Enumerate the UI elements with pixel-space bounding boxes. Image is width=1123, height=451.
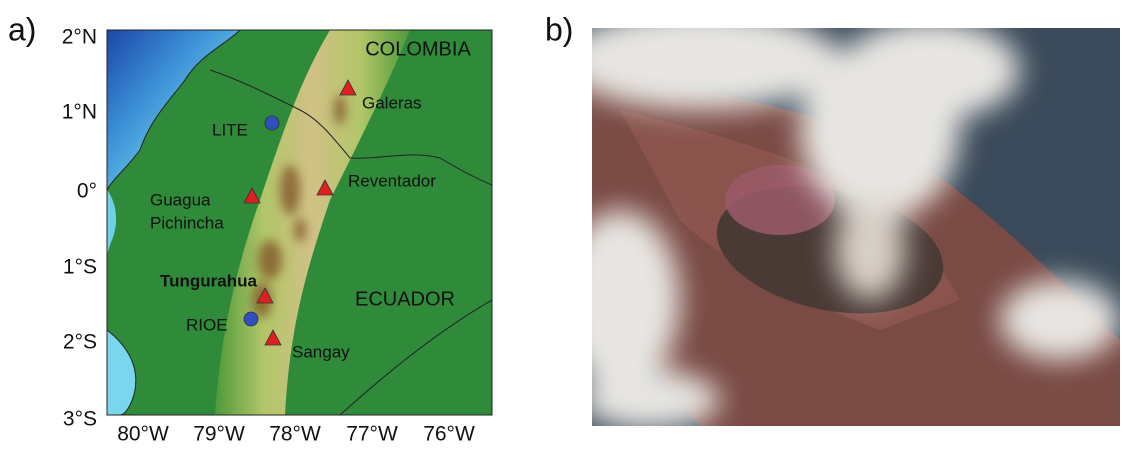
lat-label: 0° — [77, 180, 97, 203]
lon-label: 79°W — [193, 423, 245, 446]
volcano-label: Guagua — [150, 190, 211, 209]
lat-label: 1°N — [62, 101, 97, 124]
lon-label: 78°W — [269, 423, 321, 446]
panel-label: a) — [8, 11, 36, 47]
station-marker — [244, 312, 258, 326]
station-marker — [265, 116, 279, 130]
lat-label: 2°N — [62, 26, 97, 49]
photo — [560, 10, 1120, 430]
lon-label: 76°W — [423, 423, 475, 446]
volcano-label: Sangay — [292, 342, 350, 361]
country-label: ECUADOR — [355, 288, 455, 310]
volcano-label: Galeras — [362, 93, 422, 112]
volcano-label: Pichincha — [150, 213, 224, 232]
lon-label: 77°W — [346, 423, 398, 446]
country-label: COLOMBIA — [365, 38, 471, 60]
station-label: RIOE — [186, 315, 228, 334]
volcano-label: Reventador — [348, 171, 436, 190]
volcano-label: Tungurahua — [160, 271, 257, 290]
station-label: LITE — [212, 120, 248, 139]
panel-label: b) — [545, 11, 573, 47]
figure: a) 2°N 1°N 0° 1°S 2°S 3°S 80°W 79°W 78°W… — [0, 0, 1123, 446]
lat-label: 2°S — [63, 331, 97, 354]
lon-label: 80°W — [117, 423, 169, 446]
lat-label: 3°S — [63, 408, 97, 431]
lat-label: 1°S — [63, 256, 97, 279]
